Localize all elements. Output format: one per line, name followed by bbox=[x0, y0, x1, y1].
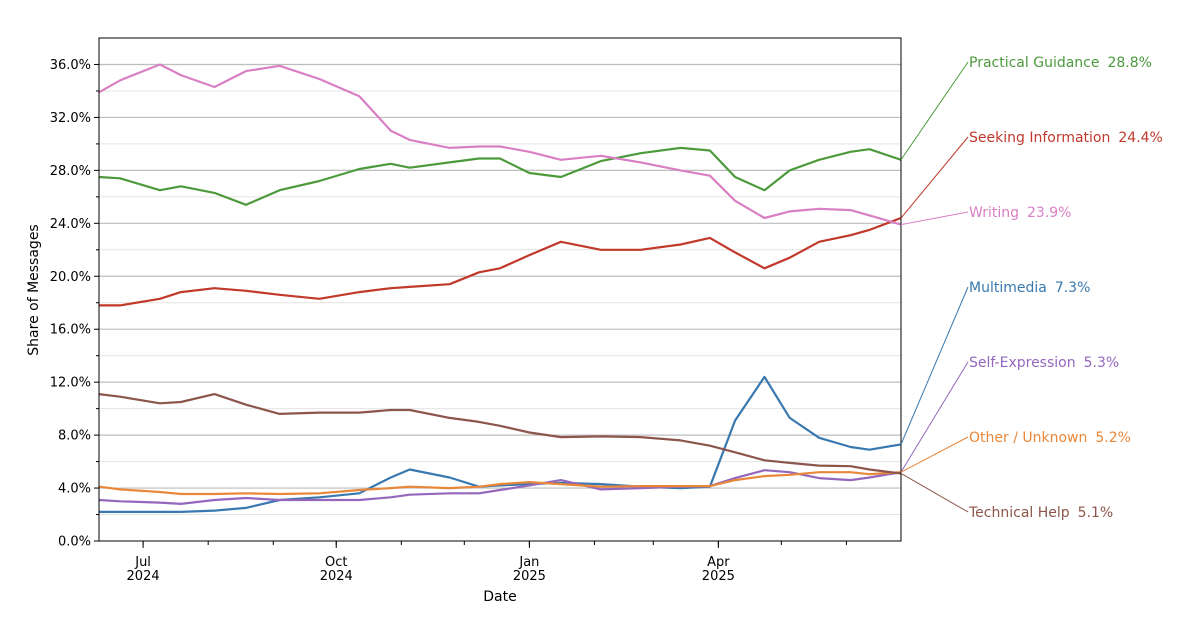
plot-frame bbox=[98, 37, 902, 542]
series-line-practical-guidance bbox=[98, 146, 902, 206]
x-tick-year: 2024 bbox=[127, 569, 160, 584]
leader-line-practical-guidance bbox=[900, 61, 969, 161]
series-label-self-expression: Self-Expression 5.3% bbox=[969, 355, 1119, 371]
y-tick-label: 20.0% bbox=[50, 270, 91, 285]
x-tick-month: Jul bbox=[134, 555, 151, 570]
y-tick-label: 16.0% bbox=[50, 323, 91, 338]
series-label-seeking-information: Seeking Information 24.4% bbox=[969, 130, 1163, 146]
leader-line-writing bbox=[900, 211, 969, 226]
series-end-value: 7.3% bbox=[1055, 280, 1091, 296]
x-tick-year: 2024 bbox=[320, 569, 353, 584]
y-tick-label: 36.0% bbox=[50, 58, 91, 73]
series-name: Self-Expression bbox=[969, 355, 1076, 371]
x-tick-month: Oct bbox=[325, 555, 347, 570]
series-end-value: 5.1% bbox=[1078, 505, 1114, 521]
x-tick-month: Jan bbox=[518, 555, 539, 570]
x-tick-month: Apr bbox=[707, 555, 730, 570]
y-tick-label: 28.0% bbox=[50, 164, 91, 179]
series-line-other-unknown bbox=[98, 471, 902, 496]
series-name: Practical Guidance bbox=[969, 55, 1099, 71]
series-lines bbox=[98, 63, 902, 513]
series-line-writing bbox=[98, 63, 902, 226]
series-end-value: 24.4% bbox=[1118, 130, 1162, 146]
y-tick-label: 24.0% bbox=[50, 217, 91, 232]
series-line-technical-help bbox=[98, 393, 902, 475]
series-name: Seeking Information bbox=[969, 130, 1110, 146]
x-tick-year: 2025 bbox=[702, 569, 735, 584]
leader-line-self-expression bbox=[900, 361, 969, 473]
leader-line-multimedia bbox=[900, 286, 969, 445]
series-label-writing: Writing 23.9% bbox=[969, 205, 1071, 221]
y-tick-label: 32.0% bbox=[50, 111, 91, 126]
x-axis-label: Date bbox=[483, 589, 516, 605]
series-line-multimedia bbox=[99, 375, 902, 513]
gridlines bbox=[99, 63, 901, 516]
series-name: Technical Help bbox=[968, 505, 1070, 521]
series-end-value: 28.8% bbox=[1107, 55, 1151, 71]
series-label-multimedia: Multimedia 7.3% bbox=[969, 280, 1090, 296]
y-tick-label: 8.0% bbox=[58, 429, 91, 444]
series-label-other-unknown: Other / Unknown 5.2% bbox=[969, 430, 1131, 446]
series-end-value: 23.9% bbox=[1027, 205, 1071, 221]
y-tick-label: 0.0% bbox=[58, 535, 91, 550]
series-label-practical-guidance: Practical Guidance 28.8% bbox=[969, 55, 1152, 71]
leader-line-technical-help bbox=[900, 473, 969, 513]
x-tick-year: 2025 bbox=[513, 569, 546, 584]
y-axis-label: Share of Messages bbox=[26, 224, 42, 355]
y-axis: 0.0% 4.0% 8.0% 12.0% 16.0% 20.0% 24.0% 28.0% 32.… bbox=[50, 58, 99, 550]
series-name: Other / Unknown bbox=[969, 430, 1087, 446]
series-end-value: 5.3% bbox=[1084, 355, 1120, 371]
series-line-self-expression bbox=[98, 469, 902, 505]
series-line-seeking-information bbox=[99, 216, 902, 307]
leader-line-other-unknown bbox=[900, 436, 969, 473]
series-label-technical-help: Technical Help 5.1% bbox=[968, 505, 1113, 521]
series-name: Writing bbox=[969, 205, 1019, 221]
series-end-labels: Practical Guidance 28.8% Seeking Informati… bbox=[900, 55, 1163, 521]
series-end-value: 5.2% bbox=[1095, 430, 1131, 446]
series-name: Multimedia bbox=[969, 280, 1047, 296]
y-tick-label: 4.0% bbox=[58, 482, 91, 497]
y-tick-label: 12.0% bbox=[50, 376, 91, 391]
leader-line-seeking-information bbox=[900, 136, 969, 219]
